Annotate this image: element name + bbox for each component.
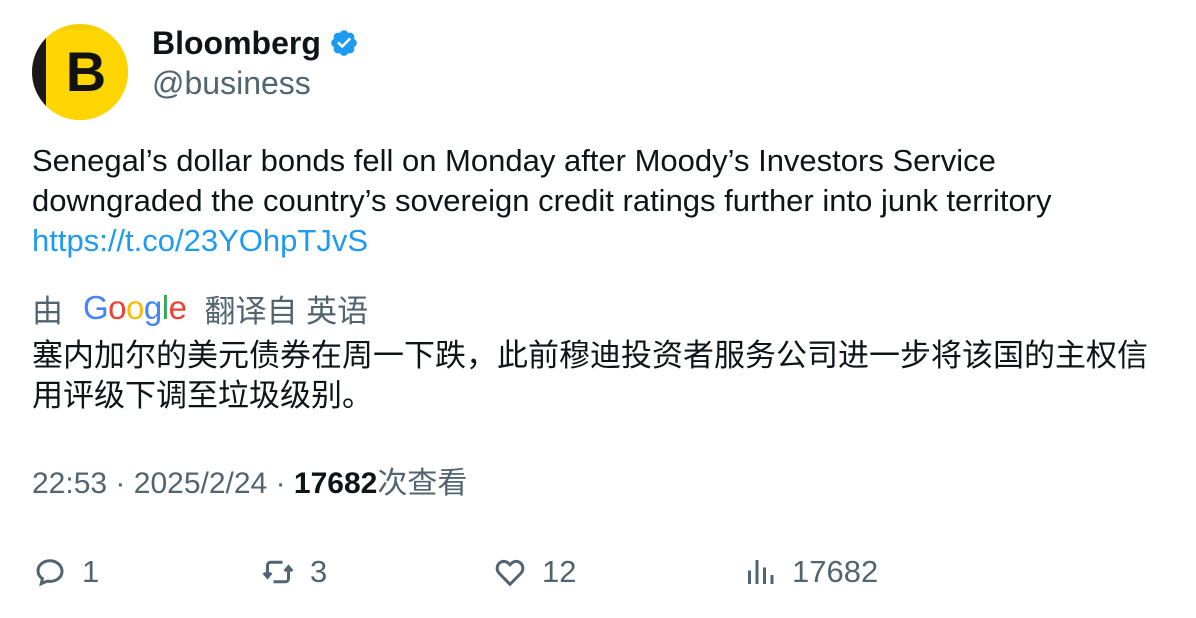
analytics-icon xyxy=(748,560,774,584)
translation-prefix: 由 xyxy=(32,293,63,329)
author-names: Bloomberg @business xyxy=(152,24,359,102)
tweet-meta: 22:53 · 2025/2/24 · 17682次查看 xyxy=(32,464,467,504)
tweet-body: Senegal’s dollar bonds fell on Monday af… xyxy=(32,141,1162,261)
retweet-button[interactable]: 3 xyxy=(260,548,327,596)
tweet-time[interactable]: 22:53 xyxy=(32,467,108,500)
avatar-letter: B xyxy=(65,40,107,103)
heart-icon xyxy=(495,559,525,587)
display-name-row: Bloomberg xyxy=(152,24,359,62)
translation-suffix: 翻译自 英语 xyxy=(204,293,369,329)
tweet-text: Senegal’s dollar bonds fell on Monday af… xyxy=(32,143,1052,218)
action-bar: 1 3 12 17682 xyxy=(32,548,1172,596)
display-name[interactable]: Bloomberg xyxy=(152,25,321,61)
meta-separator: · xyxy=(275,467,286,500)
reply-count: 1 xyxy=(82,554,100,589)
like-button[interactable]: 12 xyxy=(492,548,576,596)
avatar-shade xyxy=(32,24,46,120)
translated-text: 塞内加尔的美元债券在周一下跌，此前穆迪投资者服务公司进一步将该国的主权信用评级下… xyxy=(32,338,1148,413)
handle[interactable]: @business xyxy=(152,65,311,101)
reply-icon xyxy=(36,559,64,587)
views-button[interactable]: 17682 xyxy=(742,548,878,596)
views-label: 次查看 xyxy=(377,467,468,500)
views-count: 17682 xyxy=(293,467,378,500)
tweet-link[interactable]: https://t.co/23YOhpTJvS xyxy=(32,223,368,258)
tweet-date[interactable]: 2025/2/24 xyxy=(133,467,268,500)
avatar[interactable]: B xyxy=(32,24,128,120)
tweet-header: B Bloomberg @business xyxy=(32,24,359,120)
reply-button[interactable]: 1 xyxy=(32,548,99,596)
retweet-count: 3 xyxy=(310,554,328,589)
retweet-icon xyxy=(262,560,294,584)
meta-separator: · xyxy=(115,467,126,500)
views-action-count: 17682 xyxy=(792,554,879,589)
like-count: 12 xyxy=(542,554,577,589)
verified-badge-icon[interactable] xyxy=(329,28,359,58)
avatar-background xyxy=(46,30,128,120)
